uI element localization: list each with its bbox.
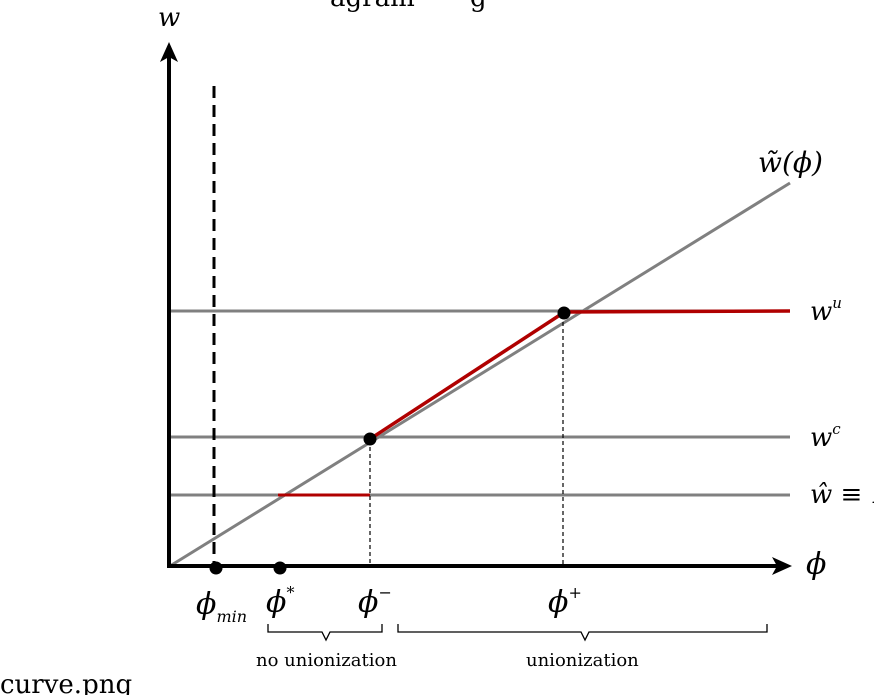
y-axis-arrowhead — [160, 42, 178, 62]
phi-min-label: ϕmin — [196, 587, 247, 626]
union-brace — [397, 624, 768, 642]
y-axis-label: w — [158, 3, 180, 33]
w-u-label: wu — [810, 294, 842, 327]
w-c-label: wc — [810, 420, 841, 453]
w-tilde-line — [169, 181, 791, 568]
no-union-brace — [267, 624, 383, 642]
cropped-title-fragment: agram — [330, 0, 415, 13]
x-axis-arrowhead — [772, 557, 792, 575]
phi-minus-point — [363, 432, 377, 446]
phi-star-axis-point — [273, 561, 287, 575]
w-hat-label: ŵ ≡ 1 — [810, 480, 874, 510]
red-segment-high — [562, 309, 791, 314]
union-label: unionization — [526, 650, 639, 671]
phi-plus-point — [557, 306, 571, 320]
phi-min-axis-point — [209, 561, 223, 575]
phi-star-label: ϕ* — [266, 583, 294, 620]
w-tilde-label: w̃(ϕ) — [758, 146, 823, 179]
figure-caption: curve.png — [0, 670, 132, 695]
red-segment-diagonal — [369, 311, 564, 441]
x-axis-label: ϕ — [806, 547, 826, 582]
phi-plus-label: ϕ+ — [548, 583, 582, 620]
phi-minus-label: ϕ− — [358, 583, 392, 620]
cropped-title-fragment-right: g — [470, 0, 487, 13]
no-union-label: no unionization — [256, 650, 397, 671]
